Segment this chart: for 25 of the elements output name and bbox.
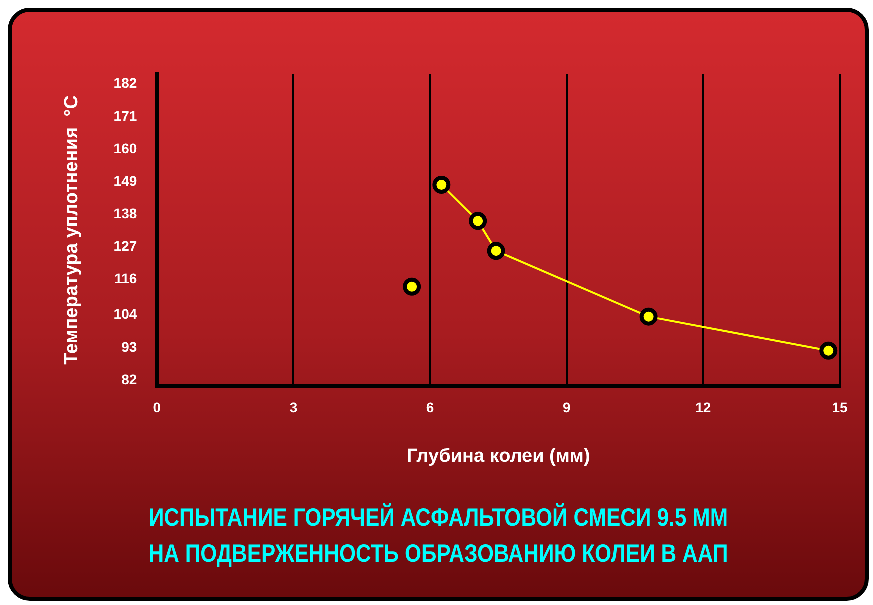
point xyxy=(820,342,838,360)
point xyxy=(469,212,488,230)
y-tick-label: 104 xyxy=(114,306,138,322)
text: ИСПЫТАНИЕ ГОРЯЧЕЙ АСФАЛЬТОВОЙ СМЕСИ 9.5 ММ НА ПОДВЕРЖЕННОСТЬ ОБРАЗОВАНИЮ КОЛЕИ В ААП xyxy=(148,502,730,570)
y-tick-label: 82 xyxy=(122,371,138,388)
x-tick-label: 12 xyxy=(696,400,712,416)
point xyxy=(640,308,658,326)
y-tick-label: 182 xyxy=(114,75,138,92)
y-tick-label: 116 xyxy=(114,270,138,287)
y-tick-label: 138 xyxy=(114,206,138,222)
x-tick-label: 3 xyxy=(290,400,298,416)
x-tick-label: 0 xyxy=(153,400,162,416)
point xyxy=(487,242,506,260)
y-tick-label: 171 xyxy=(114,108,138,124)
x-axis-title: Глубина колеи (мм) xyxy=(406,446,590,467)
y-axis-title: Температура уплотнения °C xyxy=(62,95,83,365)
y-tick-label: 160 xyxy=(114,140,138,156)
point xyxy=(403,278,422,296)
point xyxy=(432,176,451,194)
x-tick-label: 6 xyxy=(426,400,434,416)
x-tick-label: 9 xyxy=(562,400,571,416)
y-tick-label: 149 xyxy=(114,172,138,189)
y-tick-label: 93 xyxy=(122,338,138,355)
y-tick-label: 127 xyxy=(114,238,138,254)
x-tick-label: 15 xyxy=(832,400,848,416)
